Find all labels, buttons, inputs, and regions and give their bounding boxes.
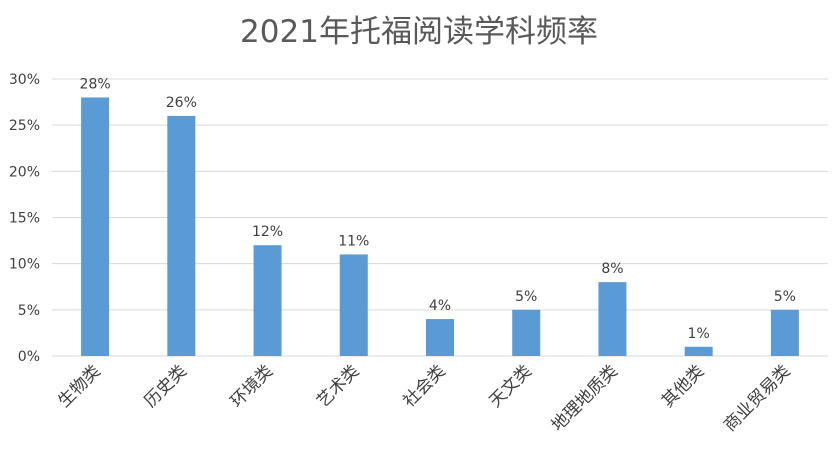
bar — [253, 245, 282, 356]
x-axis-tick-labels: 生物类 历史类 环境类 艺术类 社会类 天文类 地理地质类 其他类 商业贸易类 — [54, 361, 794, 435]
x-tick-label: 商业贸易类 — [720, 361, 794, 435]
x-tick-label: 艺术类 — [313, 361, 363, 411]
data-label: 28% — [80, 76, 111, 92]
y-tick-label: 20% — [9, 164, 40, 180]
y-tick-label: 25% — [9, 118, 40, 134]
bar — [339, 254, 368, 356]
bar — [684, 346, 713, 356]
chart-title: 2021年托福阅读学科频率 — [240, 14, 598, 50]
x-tick-label: 社会类 — [399, 361, 449, 411]
y-axis-tick-labels: 0% 5% 10% 15% 20% 25% 30% — [9, 72, 40, 365]
bar — [167, 115, 196, 356]
data-label: 12% — [252, 224, 283, 240]
data-labels: 28% 26% 12% 11% 4% 5% 8% 1% 5% — [80, 76, 796, 341]
bars — [81, 97, 799, 356]
y-tick-label: 5% — [18, 303, 40, 319]
y-tick-label: 15% — [9, 211, 40, 227]
data-label: 1% — [688, 326, 710, 342]
bar — [770, 309, 799, 356]
data-label: 11% — [338, 233, 369, 249]
x-tick-label: 环境类 — [227, 361, 277, 411]
y-tick-label: 0% — [18, 349, 40, 365]
y-tick-label: 10% — [9, 257, 40, 273]
data-label: 5% — [515, 289, 537, 305]
y-tick-label: 30% — [9, 72, 40, 88]
data-label: 26% — [166, 95, 197, 111]
data-label: 4% — [429, 298, 451, 314]
x-tick-label: 天文类 — [486, 361, 536, 411]
bar — [426, 319, 454, 356]
data-label: 8% — [601, 261, 623, 277]
bar — [81, 97, 110, 356]
bar — [598, 282, 627, 356]
data-label: 5% — [774, 289, 796, 305]
bar — [512, 309, 541, 356]
x-tick-label: 历史类 — [141, 361, 191, 411]
x-tick-label: 地理地质类 — [548, 361, 622, 435]
x-tick-label: 其他类 — [658, 361, 708, 411]
x-tick-label: 生物类 — [54, 361, 104, 411]
